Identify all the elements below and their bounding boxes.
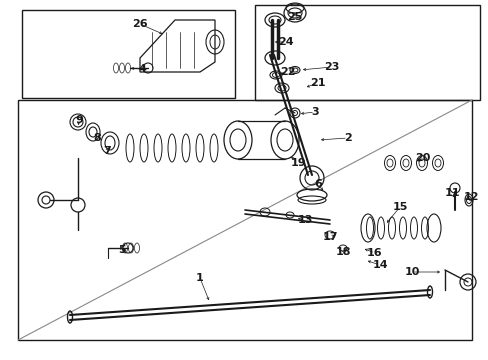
Text: 6: 6 xyxy=(313,179,321,189)
Text: 3: 3 xyxy=(310,107,318,117)
Text: 19: 19 xyxy=(289,158,305,168)
Text: 25: 25 xyxy=(287,12,302,22)
Text: 7: 7 xyxy=(103,146,111,156)
Text: 14: 14 xyxy=(371,260,387,270)
Text: 17: 17 xyxy=(322,232,337,242)
Text: 1: 1 xyxy=(196,273,203,283)
Text: 13: 13 xyxy=(297,215,312,225)
Text: 10: 10 xyxy=(404,267,419,277)
Text: 20: 20 xyxy=(414,153,430,163)
Text: 11: 11 xyxy=(443,188,459,198)
Text: 16: 16 xyxy=(366,248,382,258)
Text: 9: 9 xyxy=(75,115,83,125)
Text: 5: 5 xyxy=(118,245,125,255)
Text: 15: 15 xyxy=(391,202,407,212)
Text: 26: 26 xyxy=(132,19,147,29)
Text: 23: 23 xyxy=(324,62,339,72)
Text: 8: 8 xyxy=(93,133,101,143)
Text: 12: 12 xyxy=(462,192,478,202)
Text: 21: 21 xyxy=(309,78,325,88)
Text: 18: 18 xyxy=(335,247,350,257)
Text: 2: 2 xyxy=(344,133,351,143)
Text: 22: 22 xyxy=(280,67,295,77)
Text: 4: 4 xyxy=(138,64,145,74)
Text: 24: 24 xyxy=(278,37,293,47)
